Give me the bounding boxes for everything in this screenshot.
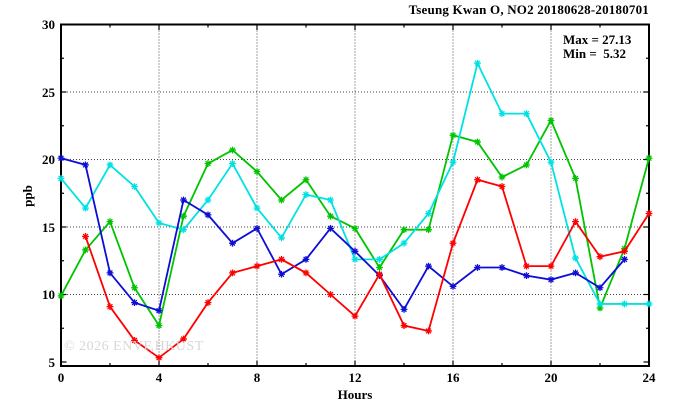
axis-ticks <box>60 23 650 366</box>
x-tick-label: 20 <box>544 370 558 385</box>
y-tick-label: 15 <box>42 219 55 235</box>
y-tick-label: 5 <box>48 354 56 370</box>
x-axis-title: Hours <box>337 387 373 402</box>
series-blue-line <box>60 157 626 312</box>
y-tick-label: 25 <box>42 84 55 100</box>
y-tick-label: 10 <box>42 287 55 302</box>
series-red-line <box>84 178 650 359</box>
series-green-markers <box>57 116 653 329</box>
y-tick-label: 20 <box>42 152 55 167</box>
series-cyan <box>57 59 653 308</box>
series-green <box>57 116 653 329</box>
x-tick-label: 4 <box>155 370 163 385</box>
x-tick-label: 16 <box>446 370 460 385</box>
y-tick-label: 30 <box>42 17 55 32</box>
series-red-markers <box>82 176 653 362</box>
annotation-max: Max = 27.13 <box>563 32 632 47</box>
x-tick-label: 0 <box>57 370 65 385</box>
stats-annotation: Max = 27.13 Min = 5.32 <box>563 33 631 61</box>
chart-title: Tseung Kwan O, NO2 20180628-20180701 <box>408 2 649 17</box>
x-tick-label: 12 <box>348 370 362 385</box>
series-blue-markers <box>57 154 628 315</box>
series-cyan-markers <box>57 59 653 308</box>
series-blue <box>57 154 628 315</box>
series-red <box>82 176 653 362</box>
x-tick-label: 24 <box>642 370 656 385</box>
watermark: © 2026 ENVF,HKUST <box>64 339 204 354</box>
x-tick-label: 8 <box>253 370 261 385</box>
y-axis-title: ppb <box>20 185 35 207</box>
annotation-min: Min = 5.32 <box>563 46 627 61</box>
